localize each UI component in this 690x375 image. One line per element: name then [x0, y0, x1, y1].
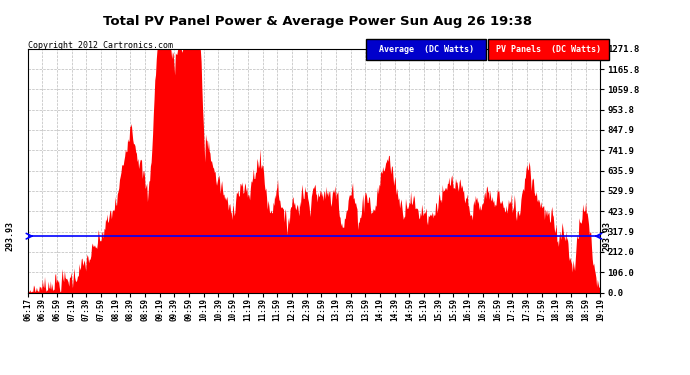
Text: Average  (DC Watts): Average (DC Watts) — [379, 45, 473, 54]
Text: 293.93: 293.93 — [6, 221, 14, 251]
Text: Total PV Panel Power & Average Power Sun Aug 26 19:38: Total PV Panel Power & Average Power Sun… — [103, 15, 532, 28]
Text: PV Panels  (DC Watts): PV Panels (DC Watts) — [495, 45, 601, 54]
Text: Copyright 2012 Cartronics.com: Copyright 2012 Cartronics.com — [28, 41, 172, 50]
Text: 293.93: 293.93 — [602, 221, 611, 251]
